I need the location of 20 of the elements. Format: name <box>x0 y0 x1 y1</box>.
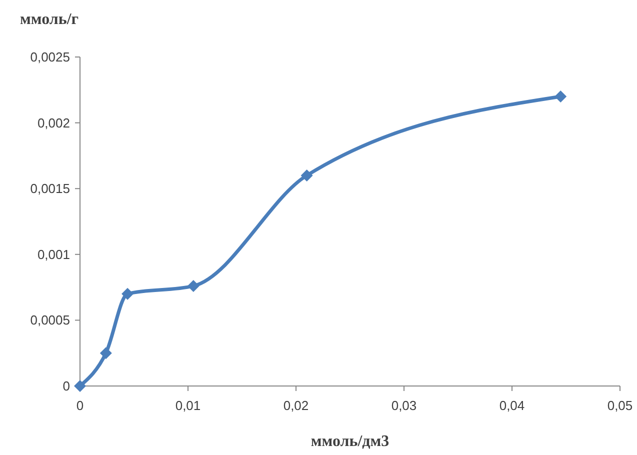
y-tick-label: 0,0025 <box>30 50 70 64</box>
y-tick-label: 0 <box>62 378 70 394</box>
x-tick-label: 0,05 <box>607 398 633 413</box>
point <box>100 347 112 360</box>
y-tick-label: 0,0015 <box>30 181 70 196</box>
y-tick-label: 0,002 <box>37 115 70 130</box>
y-tick-label: 0,001 <box>37 246 70 262</box>
x-tick-label: 0,02 <box>283 398 309 413</box>
x-tick-label: 0 <box>76 398 84 413</box>
point <box>554 90 567 102</box>
point <box>300 169 313 182</box>
y-tick-label: 0,0005 <box>30 312 70 328</box>
point <box>122 288 134 300</box>
x-tick-label: 0,03 <box>391 398 417 413</box>
x-tick-label: 0,01 <box>175 398 201 413</box>
y-axis-title: ммоль/г <box>20 11 79 28</box>
point <box>74 380 86 392</box>
x-tick-label: 0,04 <box>499 398 525 413</box>
x-axis-title: ммоль/дм3 <box>310 433 390 450</box>
point <box>187 280 200 292</box>
